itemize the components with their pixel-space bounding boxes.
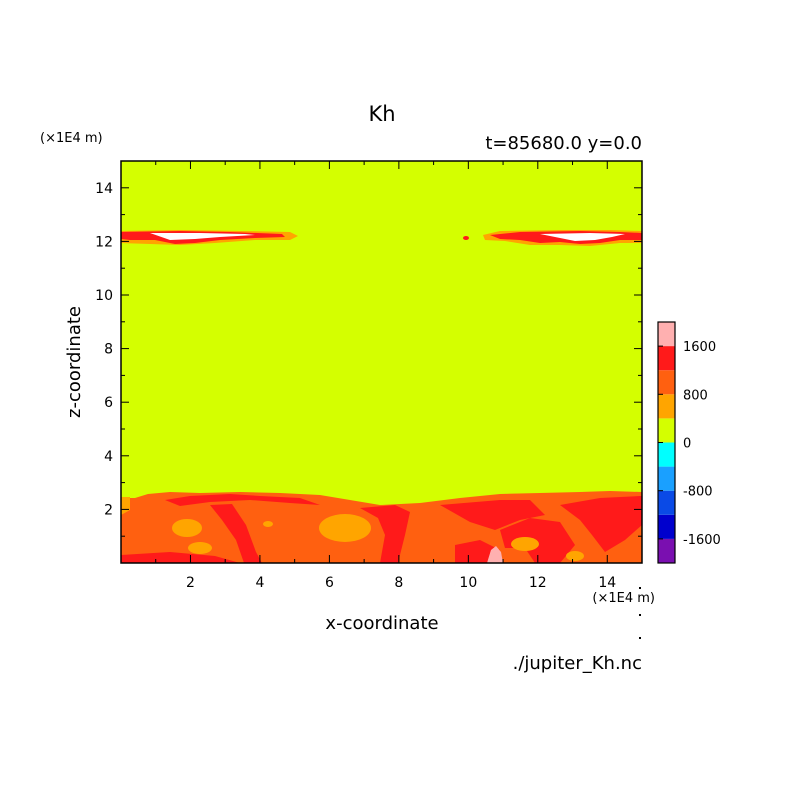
y-tick-label-12: 12 (95, 234, 113, 250)
x-tick-label-4: 4 (255, 575, 264, 591)
x-tick-label-6: 6 (325, 575, 334, 591)
y-tick-label-6: 6 (104, 395, 113, 411)
x-axis-label: x-coordinate (325, 613, 438, 634)
y-axis-label: z-coordinate (64, 306, 85, 418)
contour-bottom-orange-edge (121, 497, 130, 515)
contour-bottom-amber-1 (172, 519, 202, 537)
contour-bottom-amber-4 (263, 521, 273, 527)
contour-bottom-red-8 (455, 540, 500, 563)
colorbar-swatch-2 (658, 490, 675, 515)
contour-bottom-amber-2 (319, 514, 371, 542)
marker-dots (639, 587, 641, 639)
contour-bottom-red-5 (500, 518, 575, 563)
colorbar-swatch-1 (658, 514, 675, 539)
contour-top-left-white (150, 233, 255, 240)
colorbar-swatch-3 (658, 466, 675, 491)
plot-area (121, 161, 642, 563)
y-tick-label-8: 8 (104, 342, 113, 358)
y-tick-label-14: 14 (95, 181, 113, 197)
contour-bottom-red-2 (210, 504, 262, 563)
plot-frame (120, 160, 643, 564)
contour-bottom-red-1 (165, 494, 320, 506)
source-file-label: ./jupiter_Kh.nc (513, 653, 642, 674)
colorbar-tick-label: 0 (683, 437, 691, 452)
contour-bottom-red-4 (440, 500, 545, 530)
colorbar-swatch-9 (658, 322, 675, 347)
chart-title: Kh (368, 102, 395, 126)
colorbar-swatch-8 (658, 346, 675, 371)
contour-top-right-white (540, 233, 625, 241)
contour-top-dot (463, 236, 469, 240)
y-tick-label-10: 10 (95, 288, 113, 304)
colorbar-tick-label: 1600 (683, 340, 716, 355)
colorbar-tick-label: -1600 (683, 533, 721, 548)
x-tick-label-12: 12 (529, 575, 547, 591)
colorbar: 1600 800 0 -800 -1600 (657, 321, 721, 564)
x-tick-label-2: 2 (186, 575, 195, 591)
colorbar-swatch-5 (658, 418, 675, 443)
contour-bottom-red-7 (121, 552, 240, 563)
y-tick-label-4: 4 (104, 449, 113, 465)
contour-bottom-pink (487, 546, 503, 563)
colorbar-swatch-6 (658, 394, 675, 419)
contour-bottom-red-3 (360, 505, 410, 563)
colorbar-tick-label: 800 (683, 388, 708, 403)
chart-subtitle: t=85680.0 y=0.0 (485, 133, 642, 154)
colorbar-swatch-7 (658, 370, 675, 395)
x-axis-unit-label: (×1E4 m) (592, 591, 655, 606)
contour-bottom-red-6 (560, 496, 642, 552)
contour-bottom-amber-3 (188, 542, 212, 554)
y-tick-label-2: 2 (104, 502, 113, 518)
y-axis: 2 4 6 8 10 12 14 (95, 181, 642, 537)
contour-bottom-amber-5 (511, 537, 539, 551)
colorbar-swatch-4 (658, 442, 675, 467)
x-tick-label-10: 10 (459, 575, 477, 591)
y-axis-unit-label: (×1E4 m) (40, 131, 103, 146)
colorbar-swatch-0 (658, 538, 675, 563)
x-tick-label-8: 8 (394, 575, 403, 591)
colorbar-tick-label: -800 (683, 485, 713, 500)
contour-bottom-amber-6 (566, 551, 584, 561)
x-tick-label-14: 14 (598, 575, 616, 591)
x-axis: 2 4 6 8 10 12 14 (155, 161, 616, 591)
